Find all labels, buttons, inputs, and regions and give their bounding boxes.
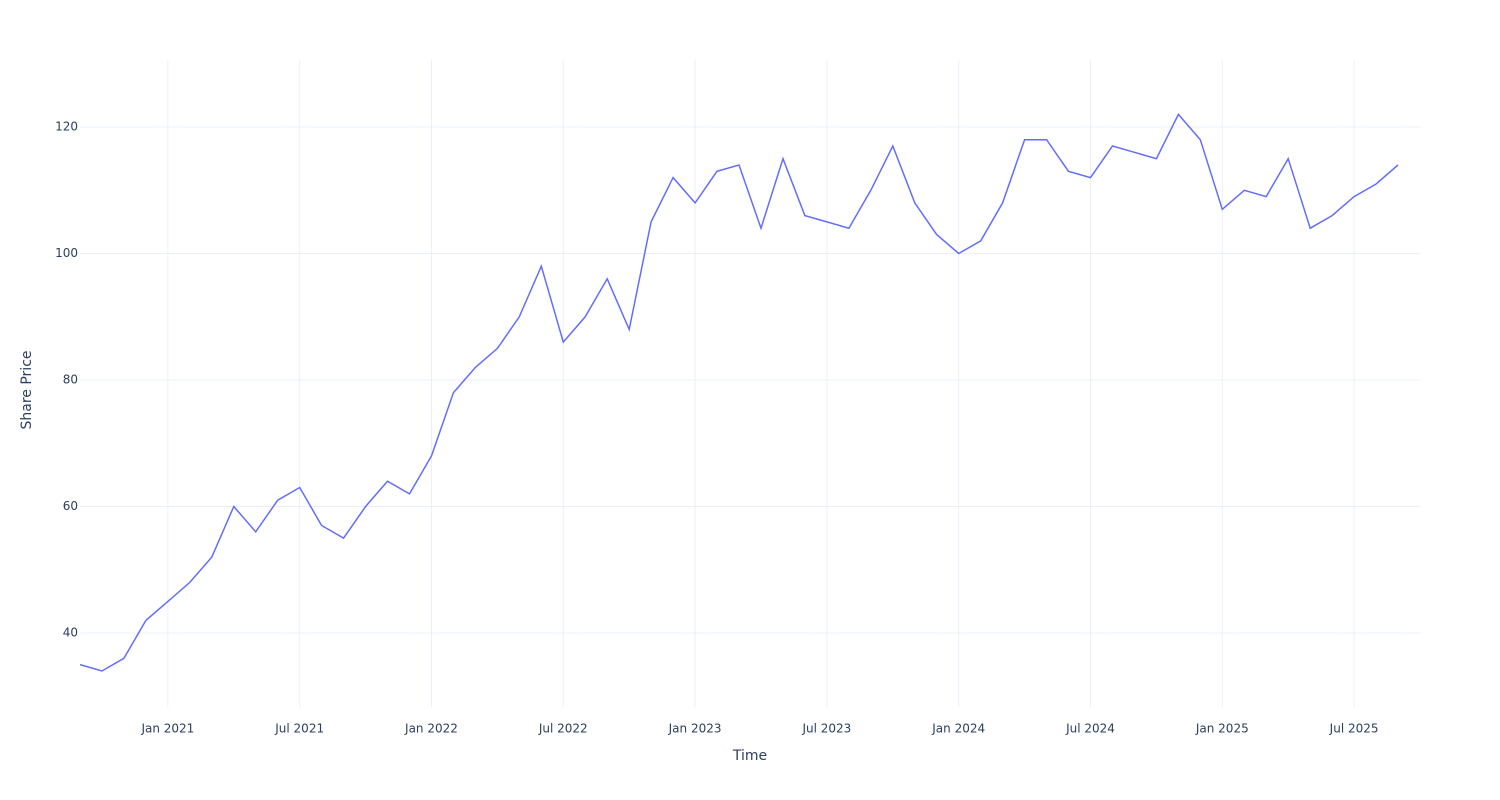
x-tick-label: Jan 2021	[140, 722, 194, 736]
x-tick-label: Jul 2022	[538, 722, 588, 736]
x-tick-label: Jan 2024	[931, 722, 985, 736]
x-tick-label: Jul 2025	[1329, 722, 1379, 736]
y-tick-label: 80	[63, 373, 78, 387]
x-tick-label: Jul 2024	[1065, 722, 1115, 736]
x-tick-label: Jan 2023	[668, 722, 722, 736]
y-tick-label: 40	[63, 626, 78, 640]
x-axis-title: Time	[732, 748, 767, 764]
y-axis-title: Share Price	[19, 350, 35, 429]
line	[79, 113, 1399, 672]
x-tick-label: Jul 2023	[801, 722, 851, 736]
x-tick-label: Jan 2022	[404, 722, 458, 736]
y-tick-label: 60	[63, 499, 78, 513]
y-tick-label: 120	[55, 120, 78, 134]
y-tick-label: 100	[55, 246, 78, 260]
x-tick-label: Jul 2021	[274, 722, 324, 736]
x-tick-label: Jan 2025	[1195, 722, 1249, 736]
